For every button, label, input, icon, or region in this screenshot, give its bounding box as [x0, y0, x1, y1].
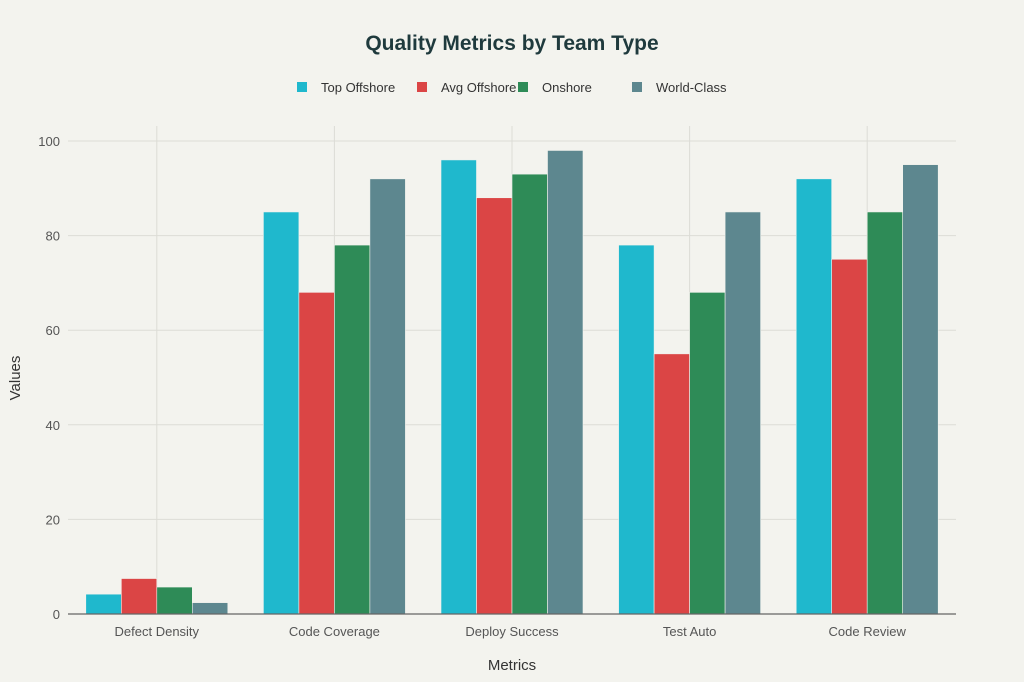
x-ticks: Defect Density Code Coverage Deploy Succes… — [115, 624, 907, 639]
bar-top-offshore-4 — [795, 178, 833, 615]
legend-label: World-Class — [656, 80, 727, 95]
legend: Top Offshore Avg Offshore Onshore World-Cla… — [297, 80, 727, 95]
legend-swatch — [417, 82, 427, 92]
bar-world-class-0 — [192, 602, 229, 615]
bar-onshore-3 — [689, 292, 726, 615]
bar-avg-offshore-2 — [476, 197, 513, 615]
x-tick-label: Deploy Success — [465, 624, 559, 639]
bar-onshore-0 — [156, 586, 193, 615]
y-tick-label: 20 — [46, 512, 60, 527]
legend-item[interactable]: Onshore — [518, 80, 592, 95]
chart-title: Quality Metrics by Team Type — [365, 32, 658, 55]
y-axis-label: Values — [7, 356, 24, 401]
y-tick-label: 60 — [46, 323, 60, 338]
x-tick-label: Defect Density — [115, 624, 200, 639]
y-tick-label: 80 — [46, 229, 60, 244]
bar-top-offshore-0 — [85, 593, 122, 615]
bar-world-class-2 — [547, 150, 584, 615]
bar-world-class-3 — [724, 211, 761, 615]
bar-avg-offshore-0 — [121, 578, 158, 615]
x-axis-label: Metrics — [488, 657, 536, 674]
x-tick-label: Code Review — [829, 624, 907, 639]
y-ticks: 0 20 40 60 80 100 — [38, 134, 60, 622]
y-tick-label: 100 — [38, 134, 60, 149]
legend-label: Onshore — [542, 80, 592, 95]
legend-swatch — [632, 82, 642, 92]
x-tick-label: Test Auto — [663, 624, 716, 639]
y-tick-label: 40 — [46, 418, 60, 433]
bar-avg-offshore-1 — [298, 292, 335, 615]
legend-item[interactable]: World-Class — [632, 80, 727, 95]
legend-swatch — [518, 82, 528, 92]
legend-label: Top Offshore — [321, 80, 395, 95]
bar-top-offshore-1 — [263, 211, 300, 615]
bar-world-class-4 — [902, 164, 939, 615]
bar-avg-offshore-3 — [653, 353, 690, 615]
bar-onshore-1 — [334, 244, 371, 615]
legend-item[interactable]: Avg Offshore — [417, 80, 516, 95]
bar-world-class-1 — [369, 178, 406, 615]
y-tick-label: 0 — [53, 607, 60, 622]
bar-top-offshore-2 — [440, 159, 477, 615]
legend-swatch — [297, 82, 307, 92]
x-tick-label: Code Coverage — [289, 624, 380, 639]
bar-onshore-2 — [511, 173, 548, 615]
legend-label: Avg Offshore — [441, 80, 516, 95]
bar-top-offshore-3 — [618, 244, 655, 615]
bar-avg-offshore-4 — [831, 258, 868, 615]
bars — [85, 150, 939, 615]
bar-onshore-4 — [866, 211, 904, 615]
legend-item[interactable]: Top Offshore — [297, 80, 395, 95]
